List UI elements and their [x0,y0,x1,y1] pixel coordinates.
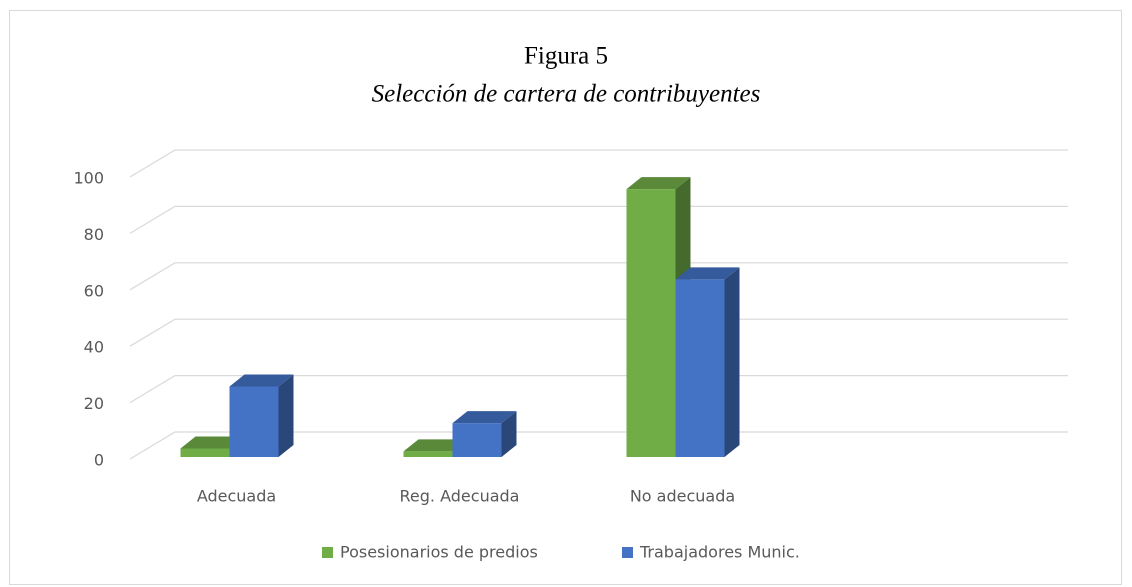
bar-side [278,374,294,457]
bar-front [403,451,453,457]
bar-top [452,411,517,424]
y-tick-label: 0 [94,451,104,470]
bar [675,267,740,457]
bar-side [724,267,740,457]
bar-front [452,423,502,457]
grid-line [129,318,1068,347]
bar-front [180,448,230,457]
bar [229,374,294,457]
bar-top [675,267,740,280]
y-tick-label: 80 [84,225,104,244]
y-tick-label: 20 [84,394,104,413]
grid-line [129,205,1068,234]
x-tick-label: Adecuada [197,487,276,506]
legend-label: Posesionarios de predios [340,543,538,562]
legend-swatch [322,547,333,558]
bar-front [229,386,279,457]
legend-label: Trabajadores Munic. [639,543,800,562]
y-tick-label: 40 [84,338,104,357]
grid-line [129,431,1068,460]
grid-line [129,262,1068,291]
bar-side [501,411,517,457]
bar-top [229,374,294,387]
bar-front [675,279,725,457]
x-tick-label: Reg. Adecuada [400,487,520,506]
grid-line [129,149,1068,178]
y-tick-label: 60 [84,281,104,300]
bar-top [626,177,691,190]
bar [452,411,517,457]
chart-subtitle: Selección de cartera de contribuyentes [372,81,761,108]
chart-border [9,10,1122,585]
bar-top [180,436,245,449]
bar-front [626,189,676,457]
x-tick-label: No adecuada [630,487,735,506]
bar-top [403,439,468,452]
grid-line [129,375,1068,404]
y-tick-label: 100 [73,169,104,188]
legend-swatch [622,547,633,558]
chart-title: Figura 5 [524,43,608,70]
